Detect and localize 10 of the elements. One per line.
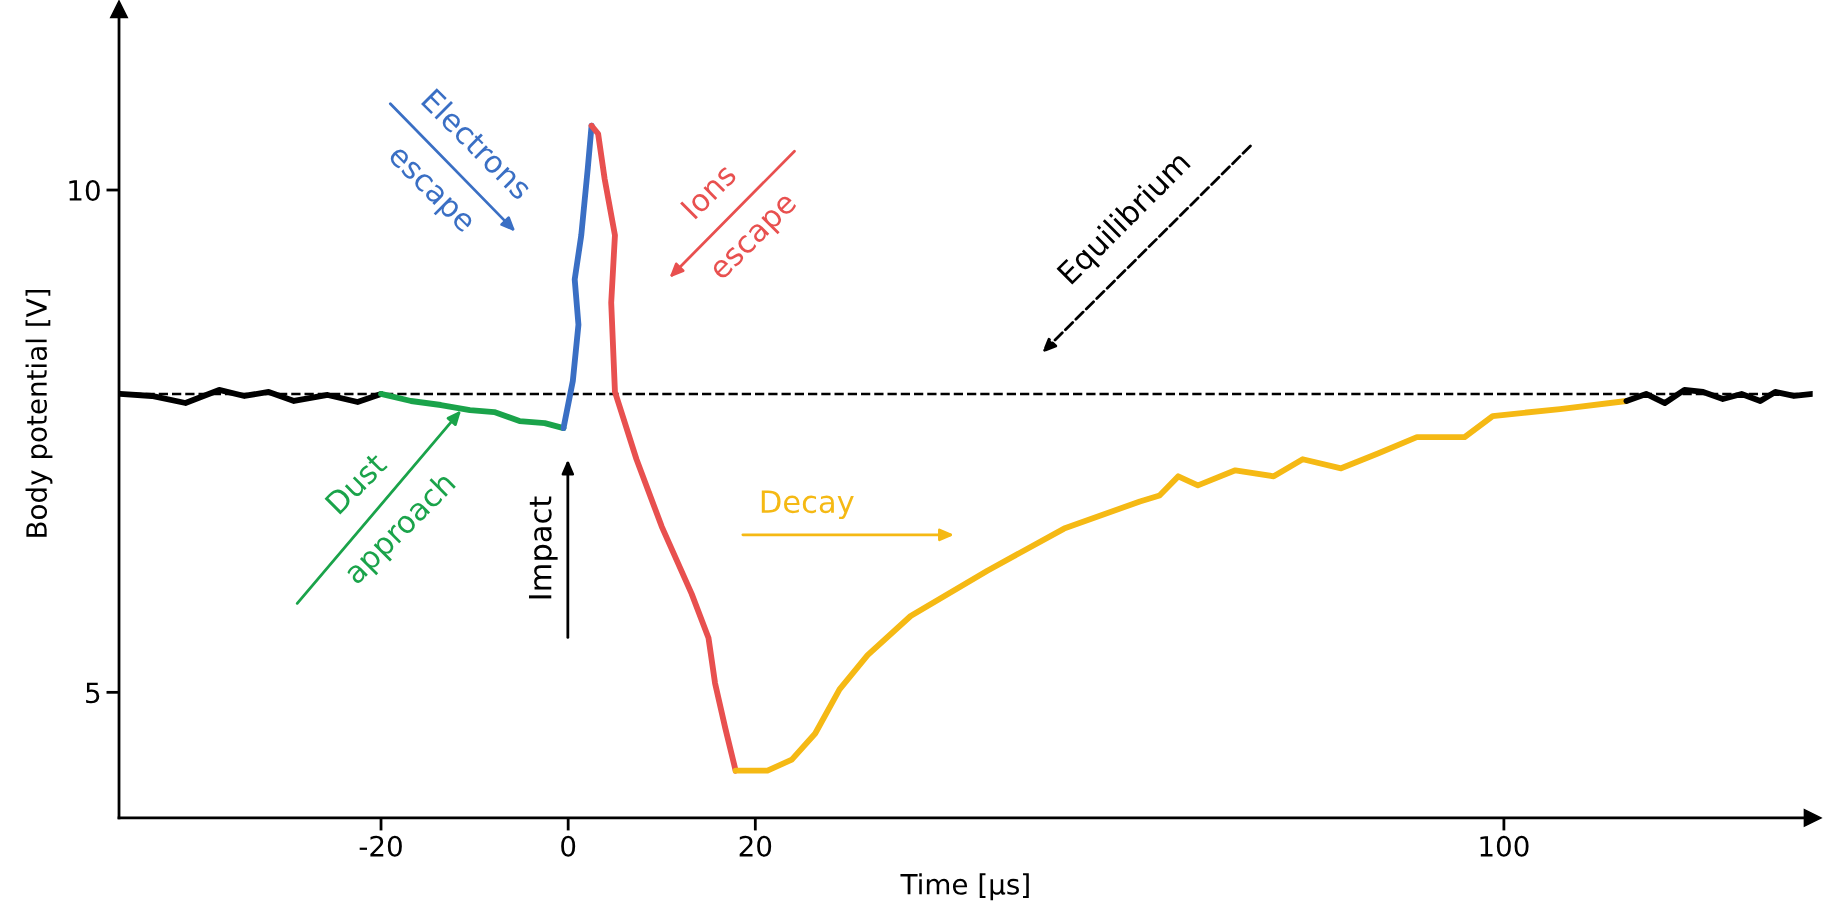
annotation: Impact (528, 496, 558, 599)
y-tick-label: 10 (69, 179, 100, 201)
x-tick-label: -20 (359, 835, 402, 857)
annotation: Decay (761, 490, 854, 520)
y-tick-label: 5 (86, 682, 100, 704)
x-tick-label: 0 (561, 835, 576, 857)
x-tick-label: 20 (739, 835, 772, 857)
x-axis-title: Time [μs] (900, 873, 1029, 901)
x-tick-label: 100 (1480, 835, 1529, 857)
y-axis-title: Body potential [V] (25, 289, 53, 537)
